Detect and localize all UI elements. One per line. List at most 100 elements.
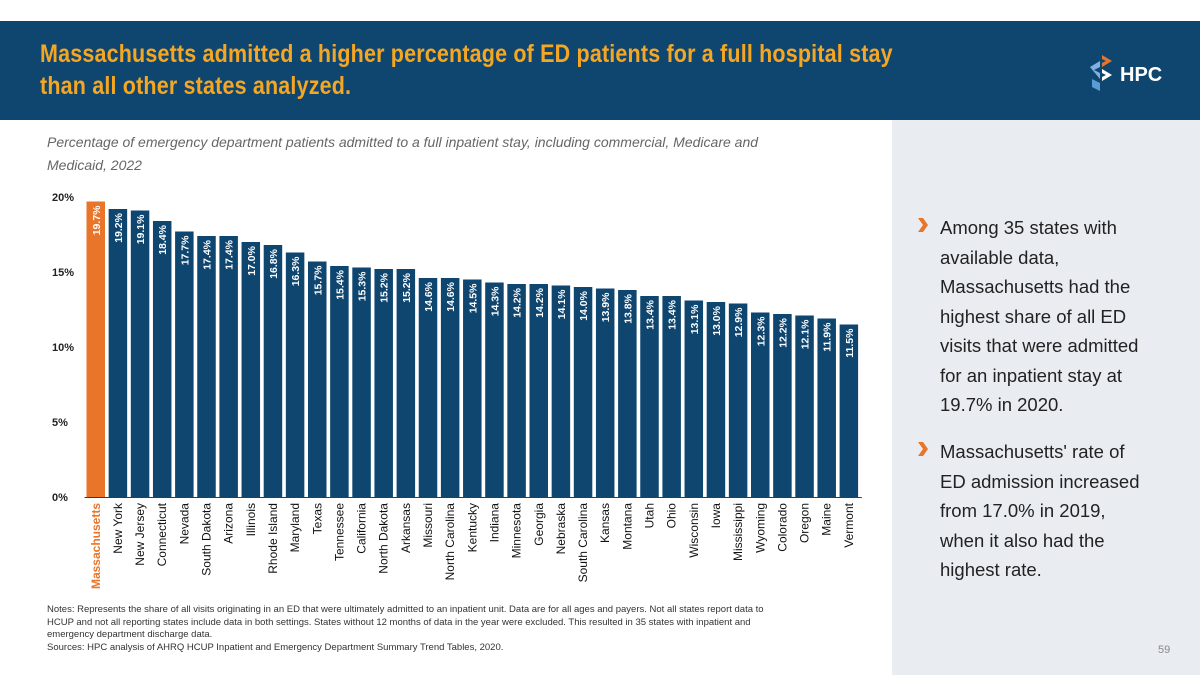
bar-value-label: 14.6%	[445, 281, 457, 311]
bar-value-label: 13.0%	[711, 305, 723, 335]
chart-notes: Notes: Represents the share of all visit…	[47, 604, 882, 654]
x-tick-label: South Carolina	[576, 503, 590, 583]
x-tick-label: Nebraska	[554, 503, 568, 555]
bar-kentucky	[463, 279, 482, 497]
bar-maine	[817, 318, 836, 497]
bar-value-label: 14.3%	[489, 286, 501, 316]
bar-texas	[308, 261, 327, 497]
x-tick-label: Mississippi	[731, 503, 745, 561]
x-tick-label: Wisconsin	[687, 503, 701, 558]
finding-1-line: available data,	[940, 246, 1060, 268]
bar-value-label: 14.0%	[578, 290, 590, 320]
bar-value-label: 12.3%	[755, 316, 767, 346]
x-tick-label: Rhode Island	[266, 503, 280, 574]
x-tick-label: Kansas	[598, 503, 612, 543]
x-tick-label: Massachusetts	[89, 503, 103, 589]
title-line-1: Massachusetts admitted a higher percenta…	[40, 40, 893, 68]
title-line-2: than all other states analyzed.	[40, 72, 352, 100]
x-tick-label: Illinois	[244, 503, 258, 536]
page-number: 59	[1158, 644, 1171, 656]
bar-vermont	[839, 324, 859, 497]
bar-arkansas	[396, 269, 416, 497]
notes-line: emergency department discharge data.	[47, 629, 213, 640]
x-tick-label: Indiana	[487, 503, 501, 543]
bar-value-label: 19.1%	[135, 214, 147, 244]
finding-1-line: highest share of all ED	[940, 305, 1127, 327]
bar-south-dakota	[197, 236, 216, 497]
y-tick-label: 20%	[52, 192, 74, 204]
bar-value-label: 15.4%	[334, 269, 346, 299]
x-tick-label: California	[355, 503, 369, 554]
bar-value-label: 19.7%	[91, 205, 103, 235]
bar-utah	[640, 296, 659, 497]
bar-value-label: 13.1%	[689, 304, 701, 334]
bar-maryland	[285, 252, 305, 497]
bar-value-label: 13.4%	[645, 299, 657, 329]
finding-2-line: highest rate.	[940, 559, 1042, 580]
bar-value-label: 14.5%	[467, 283, 479, 313]
bar-value-label: 11.5%	[844, 328, 856, 358]
bar-tennessee	[330, 266, 349, 497]
x-tick-label: Maryland	[288, 503, 302, 552]
bar-value-label: 15.2%	[401, 272, 413, 302]
notes-line: Notes: Represents the share of all visit…	[47, 604, 764, 615]
bar-value-label: 12.9%	[733, 307, 745, 337]
x-tick-label: North Carolina	[443, 503, 457, 581]
bar-rhode-island	[263, 245, 283, 497]
bar-value-label: 16.8%	[268, 248, 280, 278]
y-tick-label: 0%	[52, 492, 68, 504]
x-tick-label: Arizona	[222, 503, 236, 544]
finding-text-1: Among 35 states with available data, Mas…	[940, 213, 1195, 420]
x-tick-label: Utah	[643, 503, 657, 528]
bar-value-label: 12.2%	[777, 317, 789, 347]
x-tick-label: Tennessee	[332, 503, 346, 561]
x-tick-label: Ohio	[665, 503, 679, 529]
bar-mississippi	[728, 303, 748, 497]
finding-2-line: when it also had the	[940, 529, 1105, 551]
key-findings-panel	[892, 120, 1200, 675]
bar-value-label: 17.7%	[179, 235, 191, 265]
bar-georgia	[529, 284, 548, 497]
bar-chart: 0% 5% 10% 15% 20% 19.7% Massachusetts 19.2% New …	[52, 192, 862, 589]
x-tick-label: Arkansas	[399, 503, 413, 553]
bar-minnesota	[507, 284, 526, 497]
sources-line: Sources: HPC analysis of AHRQ HCUP Inpat…	[47, 641, 504, 653]
x-tick-label: Oregon	[798, 503, 812, 543]
x-tick-label: Montana	[620, 503, 634, 550]
bar-wyoming	[751, 312, 770, 497]
logo-text: HPC	[1120, 64, 1163, 86]
finding-1-line: Among 35 states with	[940, 217, 1117, 238]
bar-value-label: 12.1%	[800, 319, 812, 349]
bar-massachusetts	[86, 201, 105, 497]
x-tick-label: New Jersey	[133, 503, 147, 566]
x-tick-label: Georgia	[532, 503, 546, 546]
bar-value-label: 13.8%	[622, 293, 634, 323]
bar-arizona	[219, 236, 238, 497]
bar-value-label: 16.3%	[290, 256, 302, 286]
bar-california	[352, 267, 371, 497]
x-tick-label: Maine	[820, 503, 834, 536]
bar-new-york	[108, 209, 128, 497]
x-tick-label: Texas	[310, 503, 324, 534]
x-tick-label: Nevada	[177, 503, 191, 545]
bar-kansas	[595, 288, 615, 497]
bar-colorado	[773, 314, 792, 497]
x-tick-label: New York	[111, 502, 125, 554]
finding-text-2: Massachusetts' rate of ED admission incr…	[940, 437, 1195, 585]
chevron-right-icon	[918, 218, 928, 232]
bar-value-label: 18.4%	[157, 224, 169, 254]
bar-value-label: 13.4%	[667, 299, 679, 329]
chart-subtitle: Percentage of emergency department patie…	[47, 131, 862, 177]
bar-value-label: 14.2%	[534, 287, 546, 317]
bar-new-jersey	[130, 210, 150, 497]
bar-illinois	[241, 242, 261, 497]
bar-oregon	[795, 315, 814, 497]
y-tick-label: 15%	[52, 267, 74, 279]
bar-value-label: 15.7%	[312, 265, 324, 295]
x-tick-label: Wyoming	[753, 503, 767, 553]
x-tick-label: Missouri	[421, 503, 435, 548]
x-tick-label: South Dakota	[200, 503, 214, 576]
finding-2-line: ED admission increased	[940, 470, 1140, 492]
bar-north-carolina	[440, 278, 460, 497]
bar-value-label: 19.2%	[113, 212, 125, 242]
